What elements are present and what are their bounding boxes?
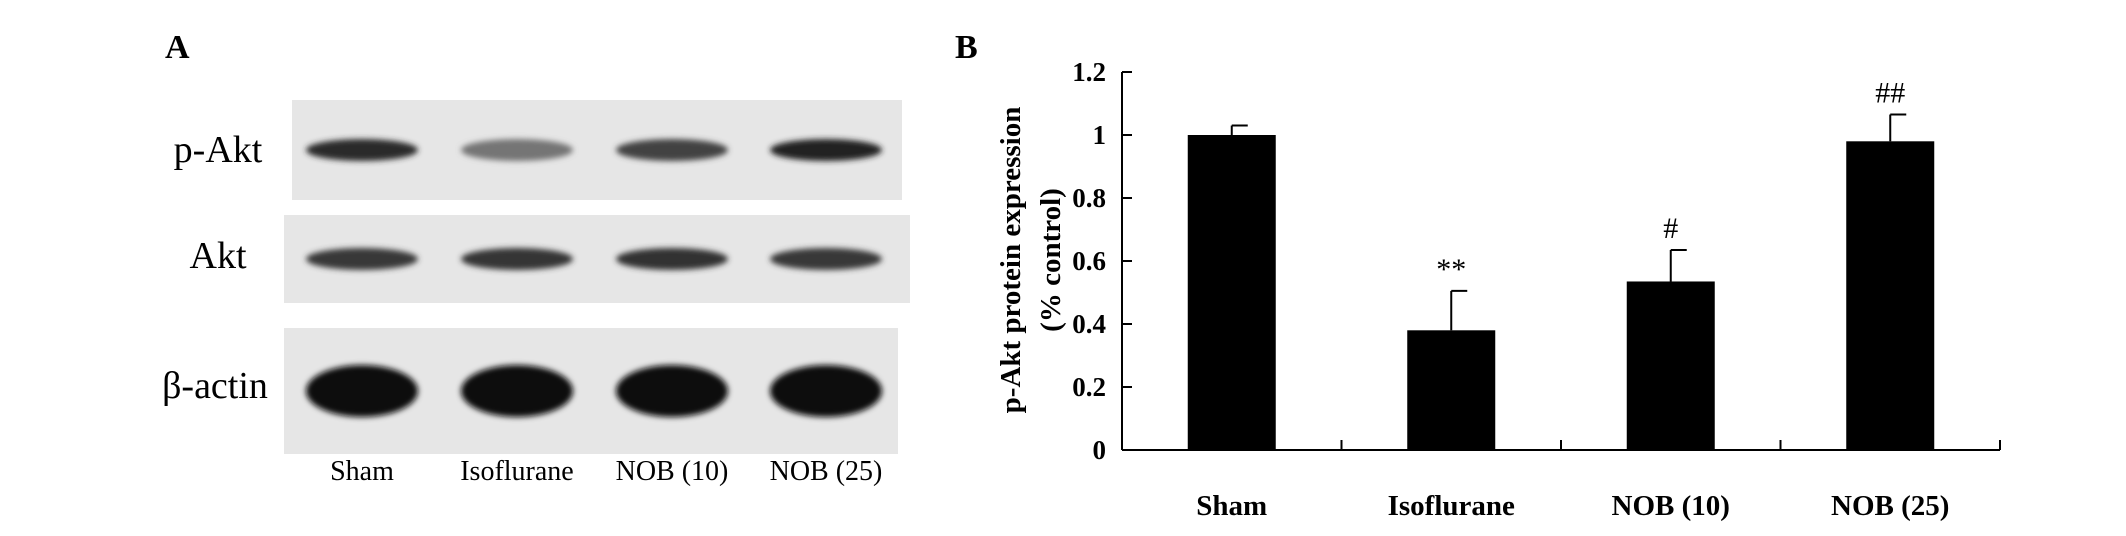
bar — [1187, 135, 1276, 450]
y-tick-label: 0.4 — [1072, 309, 1106, 339]
y-tick-label: 0.2 — [1072, 372, 1106, 402]
lane-label-nob-25: NOB (25) — [770, 456, 883, 487]
x-category-label: Isoflurane — [1388, 490, 1515, 522]
blot-band — [306, 139, 418, 161]
lane-label-sham: Sham — [330, 456, 394, 487]
blot-band — [616, 365, 728, 417]
bar-chart-panel: B p-Akt protein expression (% control) 0 0… — [955, 29, 2001, 522]
panel-b-label: B — [955, 29, 978, 66]
y-tick-label: 0 — [1093, 435, 1107, 465]
blot-band — [770, 365, 882, 417]
blot-row-label: β-actin — [162, 365, 268, 407]
blot-row-label: Akt — [190, 235, 247, 277]
y-tick-label: 0.8 — [1072, 183, 1106, 213]
bar-group-nob-25: ## NOB (25) — [1831, 77, 1949, 522]
y-tick-label: 0.6 — [1072, 246, 1106, 276]
x-category-label: Sham — [1196, 490, 1267, 522]
blot-band — [770, 139, 882, 161]
blot-band — [616, 139, 728, 161]
blot-row-label: p-Akt — [174, 129, 263, 171]
lane-label-isoflurane: Isoflurane — [460, 456, 574, 487]
y-axis-title-line: (% control) — [1035, 188, 1067, 332]
blot-row-akt: Akt — [190, 215, 910, 303]
bar — [1846, 141, 1935, 451]
bar-group-isoflurane: ** Isoflurane — [1388, 253, 1515, 522]
bar-group-nob-10: # NOB (10) — [1612, 212, 1730, 522]
significance-label: # — [1663, 212, 1678, 245]
blot-row-p-akt: p-Akt — [174, 100, 902, 200]
bar — [1626, 281, 1715, 450]
y-axis-title: p-Akt protein expression (% control) — [995, 107, 1067, 414]
bar — [1407, 330, 1496, 450]
western-blot-panel: A p-Akt Akt β-actin Sham Isoflurane NOB (10)… — [162, 29, 910, 487]
blot-band — [306, 248, 418, 270]
panel-a-label: A — [165, 29, 190, 66]
blot-row-actin: β-actin — [162, 328, 898, 454]
significance-label: ## — [1875, 77, 1905, 110]
x-category-label: NOB (25) — [1831, 490, 1949, 522]
blot-band — [461, 365, 573, 417]
y-tick-label: 1 — [1093, 120, 1107, 150]
lane-label-nob-10: NOB (10) — [616, 456, 729, 487]
y-axis-title-line: p-Akt protein expression — [995, 107, 1027, 414]
blot-band — [306, 365, 418, 417]
y-axis-title-text: p-Akt protein expression (% control) — [995, 107, 1067, 414]
blot-band — [770, 248, 882, 270]
significance-label: ** — [1436, 253, 1466, 286]
x-category-label: NOB (10) — [1612, 490, 1730, 522]
blot-band — [461, 248, 573, 270]
blot-band — [616, 248, 728, 270]
blot-band — [461, 139, 573, 161]
y-tick-label: 1.2 — [1072, 57, 1106, 87]
bar-group-sham: Sham — [1187, 124, 1276, 522]
